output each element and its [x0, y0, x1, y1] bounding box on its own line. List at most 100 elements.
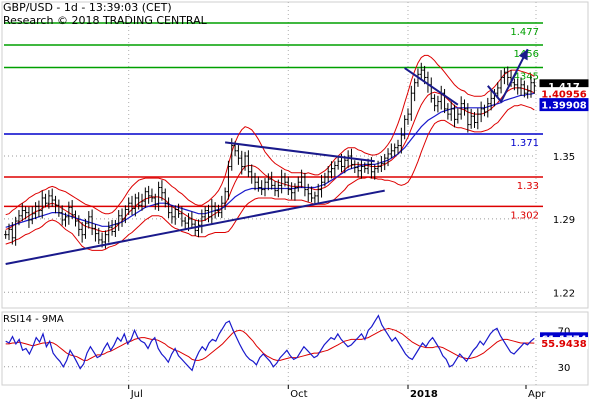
price-bar: [107, 221, 111, 243]
price-bar: [14, 216, 18, 246]
price-bar: [472, 112, 476, 128]
price-bar: [64, 212, 68, 227]
price-bar: [522, 80, 526, 98]
moving-average-blue: [5, 92, 535, 228]
price-bar: [44, 193, 48, 208]
price-bar: [399, 127, 403, 154]
price-bar: [449, 101, 453, 121]
price-bar: [130, 195, 134, 216]
price-bar: [532, 78, 536, 94]
price-bar: [70, 200, 74, 219]
pivot-label: 1.371: [510, 138, 539, 149]
price-bar: [117, 210, 121, 231]
price-bar: [246, 150, 250, 178]
price-bar: [406, 108, 410, 125]
price-bar: [160, 180, 164, 201]
price-bar: [34, 202, 38, 220]
price-bar: [80, 222, 84, 243]
price-bar: [409, 85, 413, 121]
price-bar: [306, 183, 310, 202]
price-bar: [286, 176, 290, 196]
price-bar: [73, 210, 77, 227]
price-bar: [150, 188, 154, 203]
rsi-panel: 307061.177455.9438: [1, 311, 589, 386]
price-panel: 1.221.291.351.477145643451.3711.331.3021…: [1, 1, 589, 309]
price-bar: [469, 108, 473, 129]
price-bar: [529, 75, 533, 98]
price-bar: [206, 204, 210, 223]
price-bar: [140, 193, 144, 211]
x-tick-label: Jul: [130, 389, 143, 400]
price-bar: [113, 219, 117, 237]
price-bar: [519, 77, 523, 96]
price-bar: [476, 108, 480, 130]
price-bar: [313, 191, 317, 204]
price-bar: [163, 188, 167, 208]
price-bar: [24, 206, 28, 220]
forecast-path: [487, 48, 529, 104]
rsi-badge-box: [540, 337, 588, 350]
price-bar: [526, 85, 530, 99]
price-bar: [326, 166, 330, 183]
price-bar: [293, 183, 297, 201]
price-bar: [316, 183, 320, 203]
rsi-badge: 55.9438: [540, 337, 588, 350]
trendline: [5, 189, 385, 265]
price-bar: [489, 91, 493, 111]
price-bar: [393, 143, 397, 157]
price-bar: [336, 155, 340, 170]
price-bar: [256, 176, 260, 192]
price-bar: [320, 174, 324, 198]
price-bar: [300, 169, 304, 188]
price-bar: [419, 62, 423, 80]
price-bar: [47, 190, 51, 209]
rsi-title: RSI14 - 9MA: [3, 314, 64, 325]
price-bar: [273, 181, 277, 197]
price-bar: [479, 101, 483, 123]
bollinger-upper: [5, 54, 535, 216]
price-bar: [333, 161, 337, 177]
price-bar: [463, 99, 467, 116]
price-bar: [456, 108, 460, 124]
price-bar: [433, 94, 437, 112]
price-bar: [236, 145, 240, 165]
price-bar: [373, 164, 377, 180]
price-bar: [250, 164, 254, 184]
price-bar: [499, 70, 503, 94]
price-bar: [303, 172, 307, 197]
price-bar: [157, 181, 161, 211]
price-bar: [429, 77, 433, 103]
price-bar: [396, 139, 400, 155]
price-bar: [356, 161, 360, 178]
price-badge-label: 1.40956: [541, 90, 587, 101]
price-bar: [37, 200, 41, 218]
price-bar: [170, 205, 174, 224]
price-bar: [87, 211, 91, 229]
price-bar: [120, 208, 124, 227]
price-tick-label: 1.22: [553, 288, 575, 299]
rsi-tick-label: 70: [558, 326, 571, 337]
price-bar: [77, 215, 81, 237]
price-bar: [10, 222, 14, 245]
x-tick-label: Oct: [290, 389, 307, 400]
price-bar: [83, 218, 87, 239]
support-label: 1.302: [510, 210, 539, 221]
price-bar: [363, 162, 367, 173]
x-tick-label: Apr: [528, 389, 546, 400]
price-bar: [260, 180, 264, 196]
price-bar: [330, 161, 334, 179]
trendline: [404, 67, 459, 106]
price-bar: [7, 223, 11, 241]
price-bar: [20, 203, 24, 222]
price-bar: [210, 199, 214, 224]
price-badge-label: 1.39908: [541, 101, 587, 112]
price-bar: [190, 211, 194, 229]
bollinger-lower: [5, 104, 535, 251]
support-label: 1.33: [517, 181, 539, 192]
price-bar: [180, 206, 184, 227]
price-bar: [93, 224, 97, 242]
price-bar: [216, 204, 220, 217]
price-bar: [386, 148, 390, 167]
price-bar: [226, 160, 230, 200]
price-bar: [496, 82, 500, 98]
